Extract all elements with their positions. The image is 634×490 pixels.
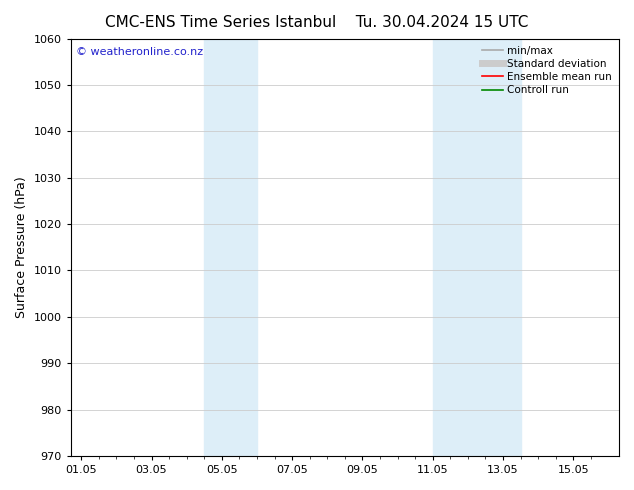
Y-axis label: Surface Pressure (hPa): Surface Pressure (hPa) bbox=[15, 176, 28, 318]
Text: CMC-ENS Time Series Istanbul    Tu. 30.04.2024 15 UTC: CMC-ENS Time Series Istanbul Tu. 30.04.2… bbox=[105, 15, 529, 30]
Text: © weatheronline.co.nz: © weatheronline.co.nz bbox=[76, 47, 204, 57]
Legend: min/max, Standard deviation, Ensemble mean run, Controll run: min/max, Standard deviation, Ensemble me… bbox=[478, 42, 616, 99]
Bar bbox=[433, 39, 521, 456]
Bar bbox=[204, 39, 257, 456]
